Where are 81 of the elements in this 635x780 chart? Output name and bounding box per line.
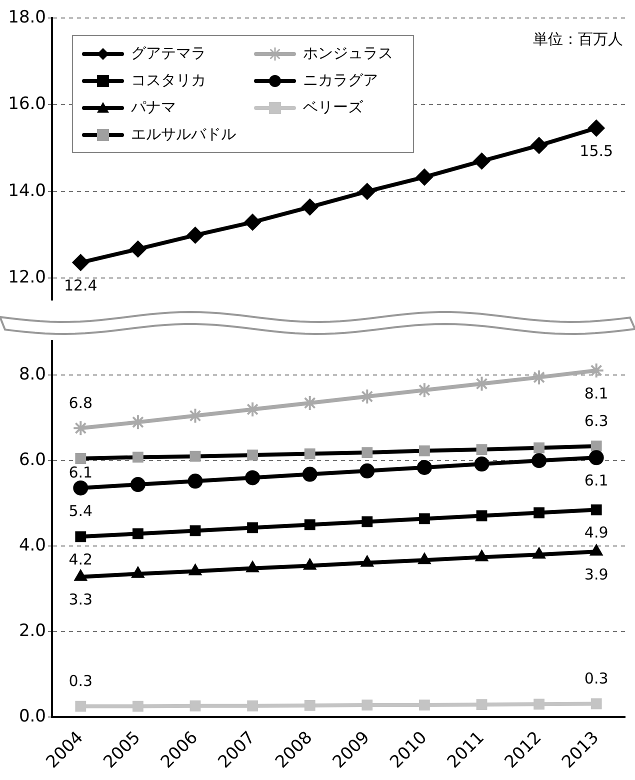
y-tick-label: 2.0 (18, 620, 46, 641)
y-tick-label: 18.0 (8, 7, 46, 28)
legend-label: グアテマラ (131, 44, 206, 63)
legend-label: コスタリカ (131, 71, 206, 90)
point (302, 466, 318, 482)
point (245, 470, 260, 486)
point (75, 453, 86, 464)
y-tick-label: 12.0 (8, 268, 46, 288)
point (476, 444, 488, 455)
data-label: 5.4 (68, 502, 93, 520)
data-label: 0.3 (584, 670, 608, 688)
point (416, 460, 432, 475)
point (419, 445, 430, 456)
point (73, 480, 88, 496)
data-label: 12.4 (64, 276, 98, 294)
legend-label: パナマ (131, 98, 176, 117)
data-label: 6.3 (584, 412, 608, 430)
point (132, 528, 144, 540)
point (130, 477, 146, 492)
point (588, 450, 604, 466)
point (476, 699, 488, 710)
y-tick-label: 16.0 (8, 94, 46, 114)
annotation: 単位：百万人 (533, 30, 623, 48)
point (129, 240, 146, 258)
point (186, 226, 204, 244)
y-tick-label: 8.0 (18, 364, 46, 385)
point (532, 453, 547, 468)
point (132, 452, 144, 463)
legend-label: ニカラグア (303, 71, 378, 90)
point (474, 456, 490, 472)
point (75, 700, 86, 712)
y-tick-label: 0.0 (18, 706, 46, 726)
point (530, 136, 548, 154)
point (190, 700, 201, 712)
legend-label: エルサルバドル (131, 125, 236, 144)
point (360, 463, 375, 478)
data-label: 6.8 (68, 394, 93, 412)
point (476, 510, 488, 522)
point (590, 698, 602, 710)
point (588, 120, 605, 137)
y-tick-label: 4.0 (18, 536, 46, 556)
point (362, 516, 373, 528)
y-tick-label: 14.0 (8, 180, 46, 201)
data-label: 8.1 (584, 384, 608, 402)
legend-label: ベリーズ (303, 98, 363, 117)
point (534, 698, 544, 710)
point (419, 700, 430, 710)
point (247, 450, 258, 461)
point (304, 448, 316, 460)
data-label: 3.3 (68, 590, 93, 609)
point (304, 700, 316, 711)
point (362, 447, 373, 458)
point (590, 440, 602, 452)
point (304, 519, 316, 530)
data-label: 3.9 (584, 566, 608, 584)
data-label: 0.3 (68, 672, 93, 690)
point (416, 168, 433, 186)
point (247, 700, 258, 712)
legend-label: ホンジュラス (303, 44, 393, 63)
point (473, 152, 490, 170)
y-tick-label: 6.0 (18, 450, 46, 470)
point (247, 522, 258, 534)
point (362, 700, 373, 710)
data-label: 6.1 (584, 472, 608, 490)
point (590, 504, 602, 516)
point (190, 450, 201, 462)
point (244, 214, 262, 231)
point (190, 525, 201, 536)
data-label: 4.2 (68, 550, 93, 569)
point (358, 182, 376, 200)
data-label: 4.9 (584, 524, 608, 542)
point (419, 513, 430, 524)
point (534, 442, 544, 454)
point (132, 700, 144, 712)
point (301, 198, 318, 216)
point (72, 254, 90, 272)
point (75, 531, 86, 542)
data-label: 6.1 (68, 463, 93, 482)
data-label: 15.5 (580, 142, 614, 160)
point (188, 474, 203, 489)
point (534, 507, 544, 518)
